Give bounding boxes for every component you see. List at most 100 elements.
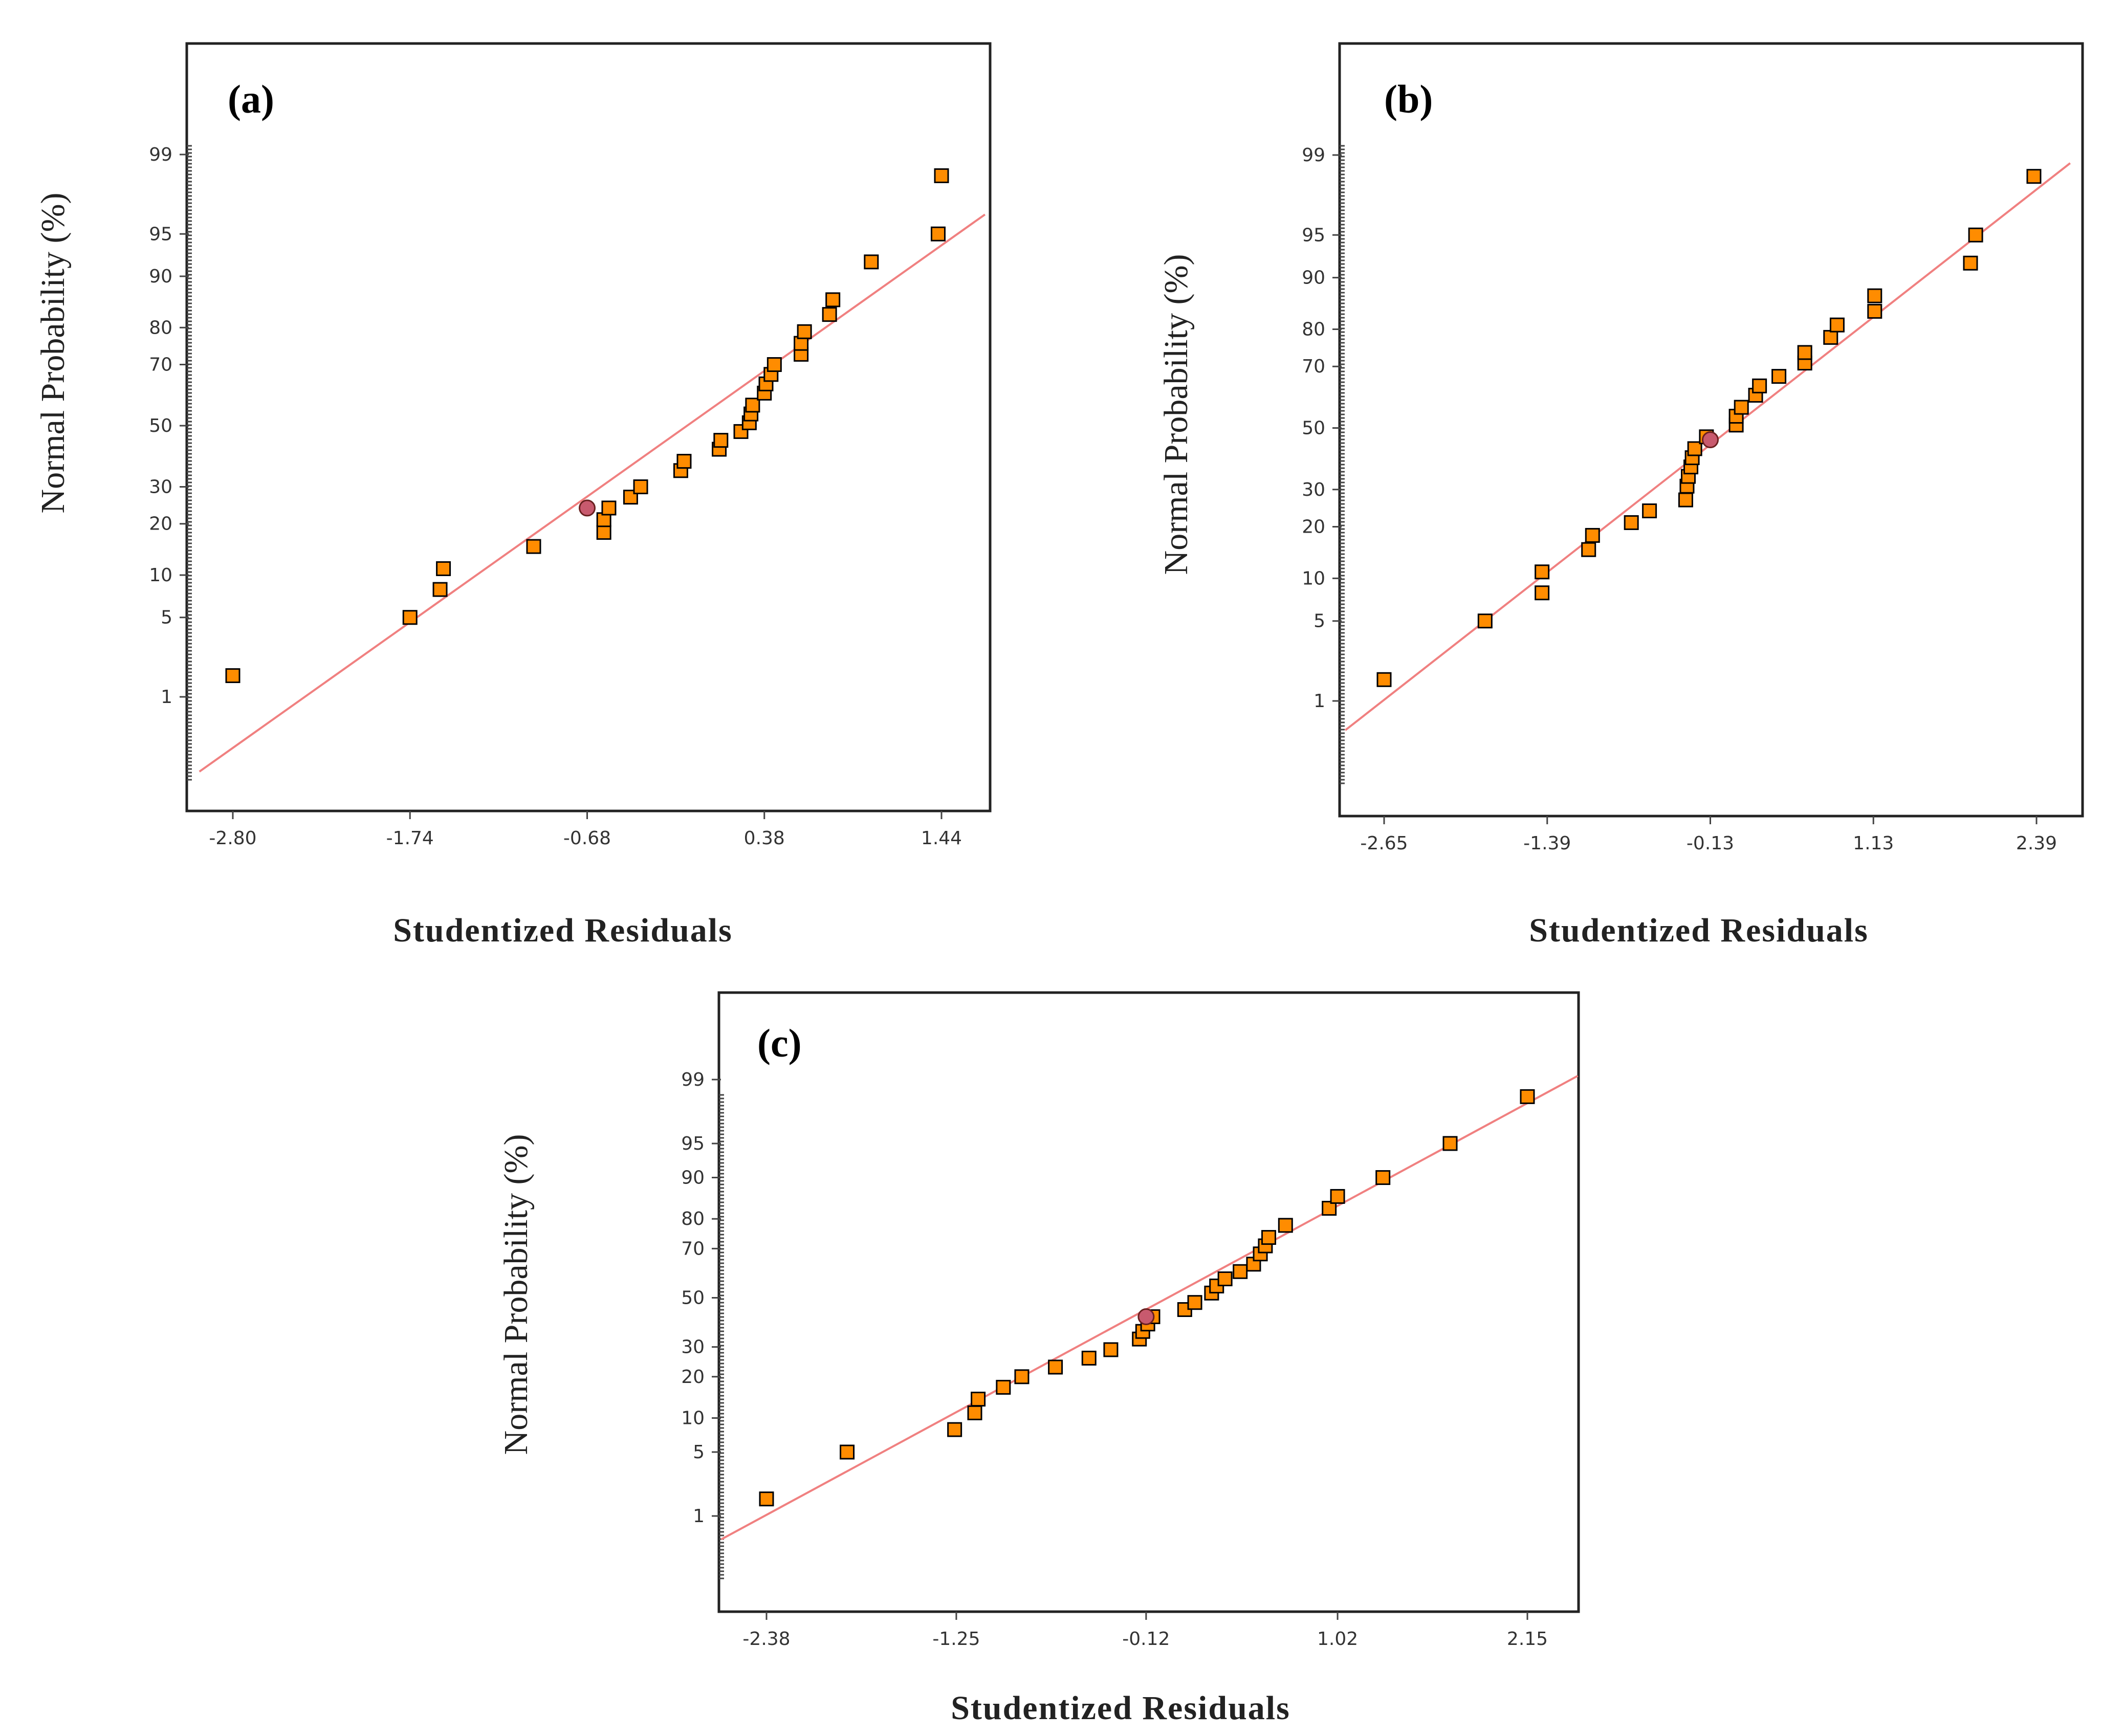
data-point xyxy=(1477,613,1493,629)
data-point xyxy=(2026,169,2042,184)
y-tick-label: 90 xyxy=(681,1168,705,1189)
y-tick-label: 1 xyxy=(1313,691,1325,712)
panel-a: (a) Studentized Residuals Normal Probabi… xyxy=(34,42,992,949)
y-tick-label: 95 xyxy=(1302,225,1325,246)
panel-label-c: (c) xyxy=(757,1021,802,1065)
data-point xyxy=(1581,542,1596,557)
data-point xyxy=(1867,303,1882,319)
data-point xyxy=(1963,255,1978,271)
data-point xyxy=(432,582,448,597)
y-tick-label: 30 xyxy=(1302,479,1325,500)
data-point xyxy=(713,433,729,448)
y-tick-label: 10 xyxy=(681,1408,705,1429)
data-point xyxy=(436,561,451,576)
y-tick-label: 5 xyxy=(161,607,172,628)
y-tick-label: 95 xyxy=(681,1133,705,1154)
y-axis-title-b: Normal Probability (%) xyxy=(1157,254,1195,575)
x-tick-label: 0.38 xyxy=(744,828,785,849)
y-axis-title-a: Normal Probability (%) xyxy=(34,193,72,514)
data-point xyxy=(601,500,617,516)
data-point xyxy=(633,479,648,494)
y-tick-label: 50 xyxy=(149,415,172,436)
y-tick-label: 10 xyxy=(1302,568,1325,589)
data-point xyxy=(825,292,841,307)
data-point xyxy=(971,1392,986,1407)
data-point xyxy=(1771,369,1787,384)
data-point xyxy=(996,1379,1011,1395)
data-point xyxy=(822,307,837,322)
plot-frame-a xyxy=(185,42,992,812)
data-point xyxy=(1217,1271,1233,1286)
y-tick-label: 50 xyxy=(681,1288,705,1309)
y-tick-label: 20 xyxy=(681,1367,705,1388)
y-tick-label: 30 xyxy=(681,1337,705,1358)
x-tick-label: 1.13 xyxy=(1853,833,1894,854)
x-tick-label: 2.15 xyxy=(1507,1629,1548,1650)
data-point xyxy=(1968,227,1983,243)
y-tick-label: 5 xyxy=(693,1442,705,1463)
data-point xyxy=(745,398,760,413)
y-tick-label: 20 xyxy=(1302,517,1325,538)
x-tick-label: -1.39 xyxy=(1523,833,1571,854)
data-point xyxy=(1014,1369,1030,1385)
fit-line-a xyxy=(199,213,986,773)
data-point xyxy=(1233,1264,1248,1279)
plot-frame-c xyxy=(717,991,1580,1613)
y-tick-label: 1 xyxy=(693,1506,705,1527)
data-point xyxy=(1520,1089,1535,1104)
y-tick-label: 50 xyxy=(1302,418,1325,439)
data-point xyxy=(526,539,541,554)
panel-c: (c) Studentized Residuals Normal Probabi… xyxy=(497,991,1580,1727)
y-tick-label: 90 xyxy=(1302,268,1325,289)
x-tick-label: -2.80 xyxy=(209,828,256,849)
data-point xyxy=(402,610,418,625)
y-tick-label: 20 xyxy=(149,514,172,535)
highlight-point xyxy=(579,499,596,517)
y-tick-label: 99 xyxy=(1302,145,1325,166)
data-point xyxy=(596,525,611,540)
data-point xyxy=(1797,345,1812,360)
data-point xyxy=(797,324,812,339)
data-point xyxy=(1330,1189,1345,1204)
y-axis-title-c: Normal Probability (%) xyxy=(497,1134,535,1455)
data-point xyxy=(1642,503,1657,518)
data-point xyxy=(930,226,946,241)
data-point xyxy=(1585,528,1600,543)
data-point xyxy=(1376,672,1392,687)
x-tick-label: -2.38 xyxy=(742,1629,790,1650)
data-point xyxy=(1103,1342,1119,1357)
data-point xyxy=(1375,1170,1391,1185)
data-point xyxy=(759,1491,774,1507)
data-point xyxy=(1678,492,1693,508)
panel-b: (b) Studentized Residuals Normal Probabi… xyxy=(1157,42,2084,949)
data-point xyxy=(934,168,949,183)
data-point xyxy=(1867,288,1882,303)
y-tick-label: 70 xyxy=(149,355,172,376)
y-tick-label: 5 xyxy=(1313,611,1325,632)
x-tick-label: -0.68 xyxy=(563,828,611,849)
data-point xyxy=(947,1422,962,1437)
x-tick-label: -0.12 xyxy=(1122,1629,1170,1650)
x-tick-label: -2.65 xyxy=(1360,833,1408,854)
data-point xyxy=(1734,400,1749,415)
x-tick-label: 2.39 xyxy=(2016,833,2057,854)
data-point xyxy=(225,668,240,684)
data-point xyxy=(676,454,692,469)
data-point xyxy=(1081,1350,1097,1366)
y-tick-label: 80 xyxy=(149,317,172,338)
panel-label-a: (a) xyxy=(228,77,274,121)
x-tick-label: -1.25 xyxy=(932,1629,980,1650)
y-tick-label: 30 xyxy=(149,476,172,497)
y-tick-label: 80 xyxy=(1302,319,1325,340)
y-tick-label: 1 xyxy=(161,687,172,708)
x-tick-label: -1.74 xyxy=(386,828,434,849)
data-point xyxy=(1322,1201,1337,1216)
data-point xyxy=(864,254,879,270)
x-axis-title-b: Studentized Residuals xyxy=(1529,912,1869,949)
x-tick-label: -0.13 xyxy=(1687,833,1734,854)
data-point xyxy=(967,1405,982,1420)
y-tick-label: 99 xyxy=(149,144,172,165)
y-tick-label: 10 xyxy=(149,565,172,586)
y-tick-label: 95 xyxy=(149,224,172,245)
